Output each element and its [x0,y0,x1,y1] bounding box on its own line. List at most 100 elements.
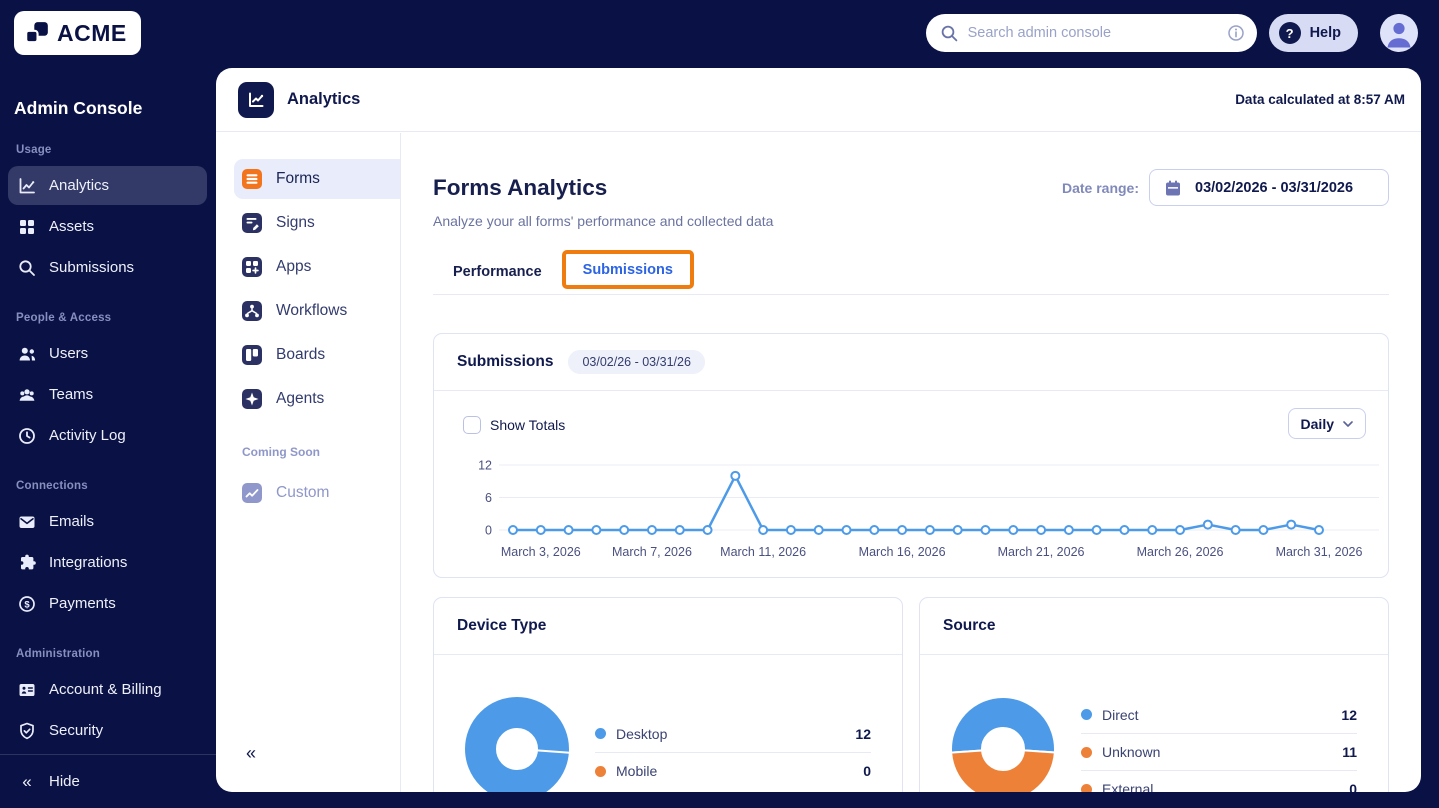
sidebar-item-activity-log[interactable]: Activity Log [8,416,207,455]
card-title: Source [943,617,996,634]
hide-sidebar-button[interactable]: « Hide [8,762,207,801]
card-title: Submissions [457,353,554,370]
content: Forms Analytics Date range: 03/02/2026 -… [402,133,1421,792]
sidebar-item-submissions[interactable]: Submissions [8,248,207,287]
date-range-button[interactable]: 03/02/2026 - 03/31/2026 [1149,169,1389,206]
tab-submissions[interactable]: Submissions [582,261,673,278]
section-label-administration: Administration [16,648,100,660]
envelope-icon [17,512,37,532]
panel-header: Analytics Data calculated at 8:57 AM [216,68,1421,132]
search-icon [941,25,957,41]
show-totals-label: Show Totals [490,417,566,433]
section-label-usage: Usage [16,144,52,156]
legend-dot [595,728,606,739]
coming-soon-label: Coming Soon [242,445,320,459]
assets-icon [17,217,37,237]
help-button[interactable]: ? Help [1268,14,1358,52]
svg-text:March 16, 2026: March 16, 2026 [859,545,946,559]
page-subtitle: Analyze your all forms' performance and … [433,213,774,229]
apps-icon [241,256,263,278]
sidebar-item-payments[interactable]: $ Payments [8,584,207,623]
section-label-connections: Connections [16,480,88,492]
id-card-icon [17,680,37,700]
collapse-subnav-button[interactable]: « [246,743,257,763]
help-label: Help [1309,25,1341,41]
sidebar-item-users[interactable]: Users [8,334,207,373]
info-icon[interactable] [1227,24,1245,42]
sidebar-item-label: Submissions [49,259,135,276]
device-type-donut [465,697,570,792]
show-totals-checkbox[interactable] [463,416,481,434]
sidebar-item-teams[interactable]: Teams [8,375,207,414]
svg-text:6: 6 [485,491,492,505]
legend-item-mobile[interactable]: Mobile 0 [595,752,871,789]
search-bar[interactable] [925,14,1257,52]
submissions-card: Submissions 03/02/26 - 03/31/26 Show Tot… [433,333,1389,578]
page-title: Forms Analytics [433,174,608,200]
device-type-card: Device Type Desktop 12 Mobile 0 [433,597,903,792]
chevron-down-icon [1343,420,1353,427]
subnav-item-workflows[interactable]: Workflows [234,291,400,331]
sidebar-item-label: Emails [49,513,95,530]
sidebar-item-assets[interactable]: Assets [8,207,207,246]
subnav-item-boards[interactable]: Boards [234,335,400,375]
search-icon [17,258,37,278]
source-donut [950,696,1056,792]
svg-text:March 31, 2026: March 31, 2026 [1276,545,1363,559]
sidebar-title: Admin Console [14,98,143,118]
teams-icon [17,385,37,405]
subnav-item-label: Workflows [276,302,348,319]
legend-dot [595,765,606,777]
sidebar-item-label: Analytics [49,177,110,194]
signs-icon [241,212,263,234]
avatar[interactable] [1380,14,1418,52]
analytics-badge-icon [238,81,274,118]
sidebar-footer: « Hide [0,754,216,808]
sidebar-item-emails[interactable]: Emails [8,502,207,541]
subnav-item-label: Apps [276,258,312,275]
data-calculated-status: Data calculated at 8:57 AM [1235,92,1405,107]
sidebar-item-analytics[interactable]: Analytics [8,166,207,205]
sidebar-item-label: Users [49,345,89,362]
subnav-item-signs[interactable]: Signs [234,203,400,243]
subnav-item-forms[interactable]: Forms [234,159,400,199]
subnav-item-agents[interactable]: Agents [234,379,400,419]
question-icon: ? [1278,22,1301,44]
custom-icon [241,482,263,504]
legend-item-unknown[interactable]: Unknown 11 [1081,733,1357,770]
device-type-card-header: Device Type [434,598,902,655]
sidebar: Admin Console Usage Analytics Assets Sub… [0,66,216,808]
submissions-line-chart: 0 6 12 March 3, 2026 March 7, 2026 March 11, … [478,459,1379,559]
svg-text:0: 0 [485,524,492,538]
tabs: Performance Submissions [433,250,1389,295]
interval-value: Daily [1300,415,1334,432]
search-input[interactable] [967,25,1218,41]
subnav-item-label: Signs [276,214,315,231]
legend-item-direct[interactable]: Direct 12 [1081,696,1357,733]
subnav-item-custom: Custom [234,473,400,513]
logo-text: ACME [57,19,127,46]
legend-item-external[interactable]: External 0 [1081,770,1357,792]
interval-select[interactable]: Daily [1287,408,1366,439]
legend-dot [1081,783,1092,792]
sidebar-item-label: Teams [49,386,94,403]
svg-text:March 11, 2026: March 11, 2026 [720,545,806,559]
analytics-icon [17,176,37,196]
sidebar-item-label: Integrations [49,554,128,571]
acme-logo[interactable]: ACME [14,11,141,55]
sidebar-item-integrations[interactable]: Integrations [8,543,207,582]
source-card: Source Direct 12 Unknown 11 [919,597,1389,792]
legend-item-desktop[interactable]: Desktop 12 [595,715,871,752]
main-panel: Analytics Data calculated at 8:57 AM For… [216,68,1421,792]
puzzle-icon [17,553,37,573]
payments-icon: $ [17,594,37,614]
legend-dot [1081,746,1092,758]
donut-row: Device Type Desktop 12 Mobile 0 [433,597,1389,792]
sidebar-item-security[interactable]: Security [8,711,207,750]
sidebar-item-account-billing[interactable]: Account & Billing [8,670,207,709]
svg-text:March 21, 2026: March 21, 2026 [998,545,1085,559]
subnav: Forms Signs Apps [216,133,401,792]
tab-performance[interactable]: Performance [453,264,542,280]
subnav-item-apps[interactable]: Apps [234,247,400,287]
shield-icon [17,721,37,741]
